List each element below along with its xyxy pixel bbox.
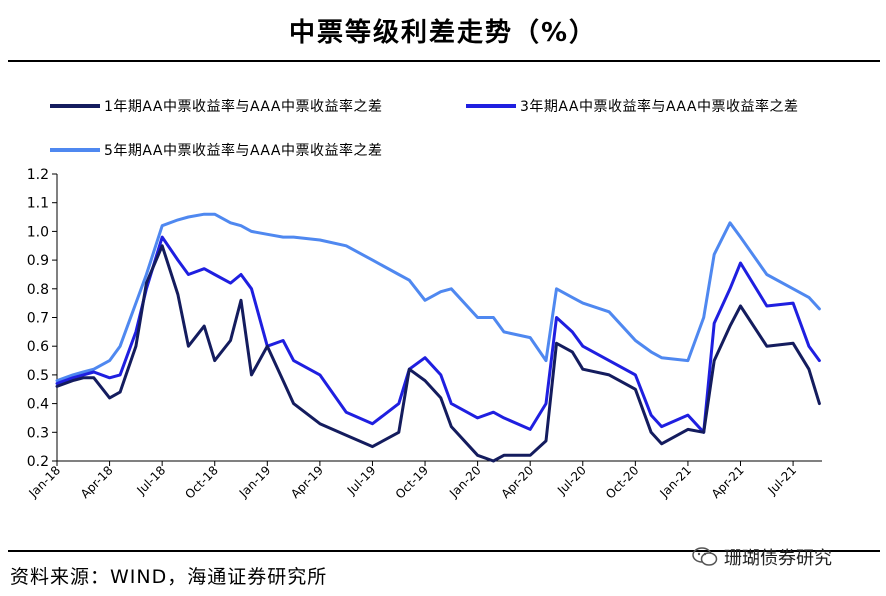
source-note: 资料来源：WIND，海通证券研究所 [10, 566, 328, 588]
x-tick-label: Jul-18 [134, 463, 169, 498]
y-tick-label: 0.9 [27, 253, 49, 269]
x-tick-label: Oct-19 [393, 463, 431, 501]
y-tick-label: 0.3 [27, 425, 49, 441]
x-tick-label: Apr-18 [78, 463, 116, 501]
y-tick-label: 0.7 [27, 311, 49, 327]
page-title: 中票等级利差走势（%） [288, 18, 598, 48]
legend-item-1y: 1年期AA中票收益率与AAA中票收益率之差 [50, 96, 382, 116]
y-tick-label: 0.2 [27, 454, 49, 470]
x-tick-label: Jul-21 [765, 463, 800, 498]
watermark: 珊瑚债券研究 [692, 544, 832, 570]
x-tick-label: Oct-18 [182, 463, 220, 501]
y-tick-label: 1.0 [27, 224, 49, 240]
watermark-text: 珊瑚债券研究 [724, 548, 832, 569]
y-tick-label: 0.6 [27, 339, 49, 355]
title-rule [8, 60, 880, 62]
x-tick-label: Apr-20 [498, 463, 536, 501]
legend-swatch-1y [50, 104, 100, 108]
legend-swatch-3y [466, 104, 516, 108]
x-tick-label: Oct-20 [603, 463, 641, 501]
x-tick-label: Apr-19 [288, 463, 326, 501]
y-tick-label: 0.4 [27, 397, 49, 413]
x-tick-label: Jan-20 [446, 463, 484, 501]
legend-label-5y: 5年期AA中票收益率与AAA中票收益率之差 [104, 143, 383, 159]
x-tick-label: Jan-21 [656, 463, 694, 501]
y-tick-label: 0.5 [27, 368, 49, 384]
x-tick-label: Apr-21 [709, 463, 747, 501]
x-tick-label: Jul-20 [554, 463, 589, 498]
footer-rule [8, 550, 880, 552]
series-line-3y [55, 235, 821, 434]
series-line-5y [55, 212, 821, 383]
wechat-icon [692, 547, 718, 566]
legend-label-1y: 1年期AA中票收益率与AAA中票收益率之差 [104, 99, 383, 115]
series-line-1y [55, 244, 821, 463]
legend-item-3y: 3年期AA中票收益率与AAA中票收益率之差 [466, 96, 798, 116]
y-tick-label: 0.8 [27, 282, 49, 298]
y-tick-label: 1.2 [27, 167, 49, 183]
legend-label-3y: 3年期AA中票收益率与AAA中票收益率之差 [520, 99, 799, 115]
legend-swatch-5y [50, 148, 100, 152]
legend-item-5y: 5年期AA中票收益率与AAA中票收益率之差 [50, 140, 382, 160]
y-tick-label: 1.1 [27, 196, 49, 212]
x-tick-label: Jul-19 [344, 463, 379, 498]
x-tick-label: Jan-19 [236, 463, 274, 501]
